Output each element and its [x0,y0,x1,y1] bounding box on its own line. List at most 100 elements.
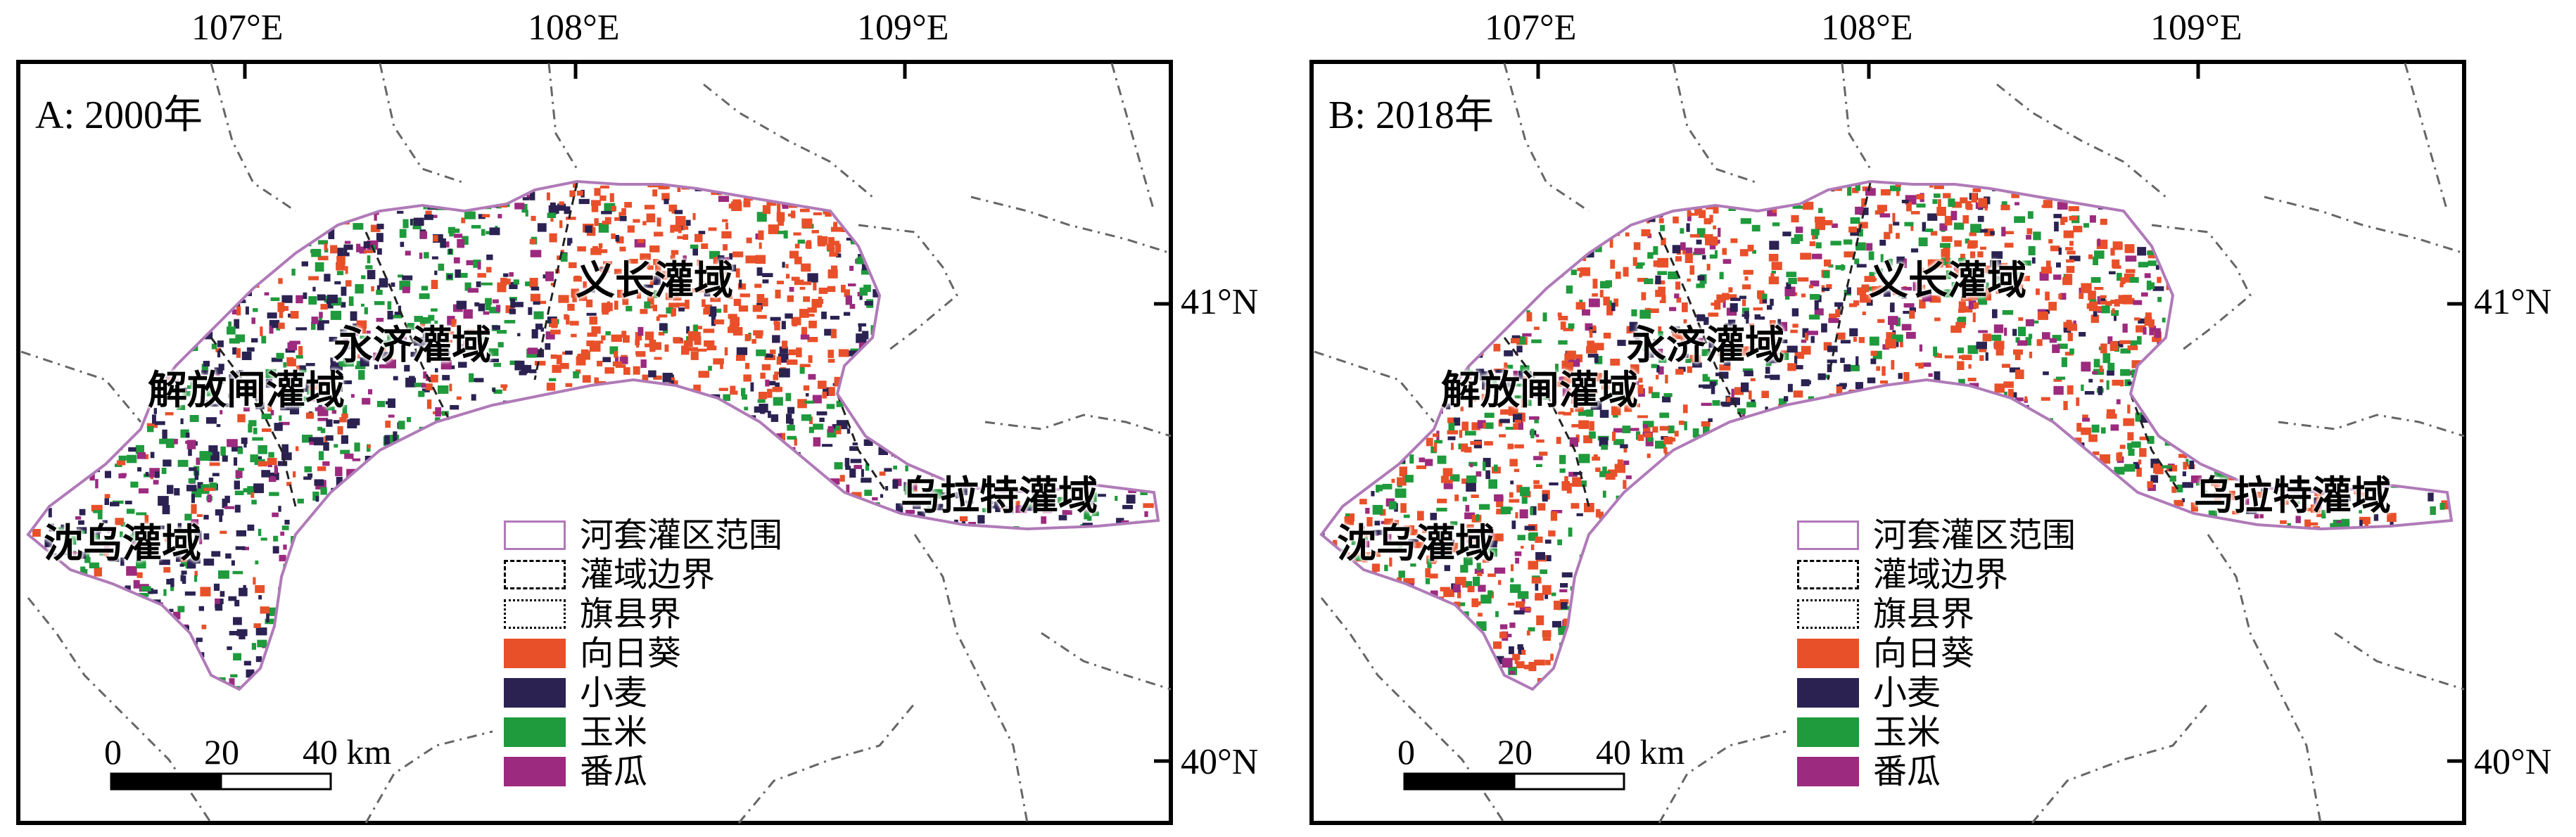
scalebar-white-segment [1513,772,1625,791]
legend-label: 灌域边界 [1873,556,2009,594]
legend-item: 旗县界 [504,596,799,633]
map-canvas-a [16,60,1173,825]
scalebar-white-segment [220,772,332,791]
legend-label: 小麦 [580,675,648,712]
legend-item: 小麦 [1797,675,2093,712]
region-label-shenwu: 沈乌灌域 [1337,523,1495,566]
lat-tick-41: 41°N [2474,282,2552,322]
scalebar-label-40km: 40 km [1596,732,1685,772]
scalebar-label-20: 20 [204,732,239,772]
legend-swatch [504,717,566,747]
legend-label: 玉米 [1873,714,1941,751]
lon-tick-109: 109°E [2150,8,2242,48]
legend-swatch [504,560,566,589]
county-boundary [1110,63,1155,212]
district-boundary [364,231,452,423]
district-boundary [533,182,578,381]
district-boundary [210,337,297,507]
irrigation-area-outline [26,179,1160,691]
legend-label: 向日葵 [580,635,682,672]
panel-title-a: A: 2000年 [35,94,203,137]
county-boundary [1320,597,1506,824]
legend-label: 番瓜 [580,753,648,791]
county-boundary [1041,632,1172,691]
county-boundary [1996,83,2166,198]
county-boundary [1658,730,1787,824]
legend-swatch [1797,599,1859,629]
county-boundary [547,63,578,170]
county-boundary [1314,350,1435,423]
panel-title-b: B: 2018年 [1328,94,1494,137]
region-label-yongji: 永济灌域 [334,324,491,368]
legend-swatch [1797,678,1859,708]
scalebar-label-0: 0 [1397,732,1415,772]
county-boundary [2264,196,2465,255]
region-label-yongji: 永济灌域 [1627,324,1784,368]
legend-item: 小麦 [504,675,799,712]
legend-item: 玉米 [504,715,799,751]
county-boundary [210,63,296,212]
lat-tick-40: 40°N [2474,742,2552,782]
legend-swatch [504,678,566,708]
county-boundary [2207,534,2322,824]
scalebar-black-segment [110,772,222,791]
region-label-wulate: 乌拉特灌域 [2194,475,2391,518]
county-boundary [2404,63,2449,212]
region-label-shenwu: 沈乌灌域 [44,523,201,566]
legend-label: 旗县界 [580,596,682,633]
legend-item: 玉米 [1797,715,2093,751]
lon-tick-107: 107°E [1485,8,1577,48]
map-panel-a: 107°E 108°E 109°E 41°N 40°N A: 2000年 义长灌… [16,8,1259,825]
legend-label: 小麦 [1873,675,1941,712]
region-label-jiefangzha: 解放闸灌域 [148,369,345,413]
irrigation-area-outline [1319,179,2454,691]
lon-tick-108: 108°E [1821,8,1913,48]
legend-item: 向日葵 [1797,636,2093,672]
county-boundary [703,83,873,198]
scalebar-label-0: 0 [104,732,122,772]
legend-label: 河套灌区范围 [1873,517,2076,554]
legend-swatch [504,639,566,668]
legend-item: 番瓜 [1797,754,2093,791]
county-boundary [364,730,493,824]
lon-tick-108: 108°E [528,8,620,48]
legend-item: 番瓜 [504,754,799,791]
map-panel-b: 107°E 108°E 109°E 41°N 40°N B: 2018年 义长灌… [1293,0,2576,837]
lon-tick-109: 109°E [857,8,949,48]
legend-swatch [1797,757,1859,786]
county-boundary [1841,63,1872,170]
legend-label: 番瓜 [1873,753,1941,791]
county-boundary [2334,632,2465,691]
region-label-yichang: 义长灌域 [576,260,733,303]
lat-tick-40: 40°N [1181,742,1259,782]
legend-item: 灌域边界 [1797,557,2093,594]
county-boundary [2151,224,2252,353]
region-label-jiefangzha: 解放闸灌域 [1441,369,1638,413]
county-boundary [20,350,142,423]
county-boundary [984,414,1172,437]
county-boundary [970,196,1172,255]
region-label-yichang: 义长灌域 [1869,260,2026,303]
county-boundary [1672,63,1758,184]
legend-swatch [1797,560,1859,589]
lon-tick-107: 107°E [191,8,284,48]
region-label-wulate: 乌拉特灌域 [901,475,1098,518]
county-boundary [379,63,465,184]
district-boundary [2129,393,2181,493]
legend-item: 灌域边界 [504,557,799,594]
legend-item: 河套灌区范围 [1797,518,2093,554]
county-boundary [2278,414,2465,437]
legend-label: 河套灌区范围 [580,517,783,554]
legend-label: 向日葵 [1873,635,1975,672]
district-boundary [1503,337,1590,507]
scalebar-label-20: 20 [1497,732,1533,772]
map-canvas-b [1309,60,2466,825]
legend-swatch [1797,520,1859,550]
county-boundary [913,534,1029,824]
scalebar-black-segment [1403,772,1516,791]
legend-swatch [504,599,566,629]
county-boundary [1503,63,1590,212]
county-boundary [858,224,958,353]
scalebar-label-40km: 40 km [303,732,392,772]
district-boundary [836,393,888,493]
